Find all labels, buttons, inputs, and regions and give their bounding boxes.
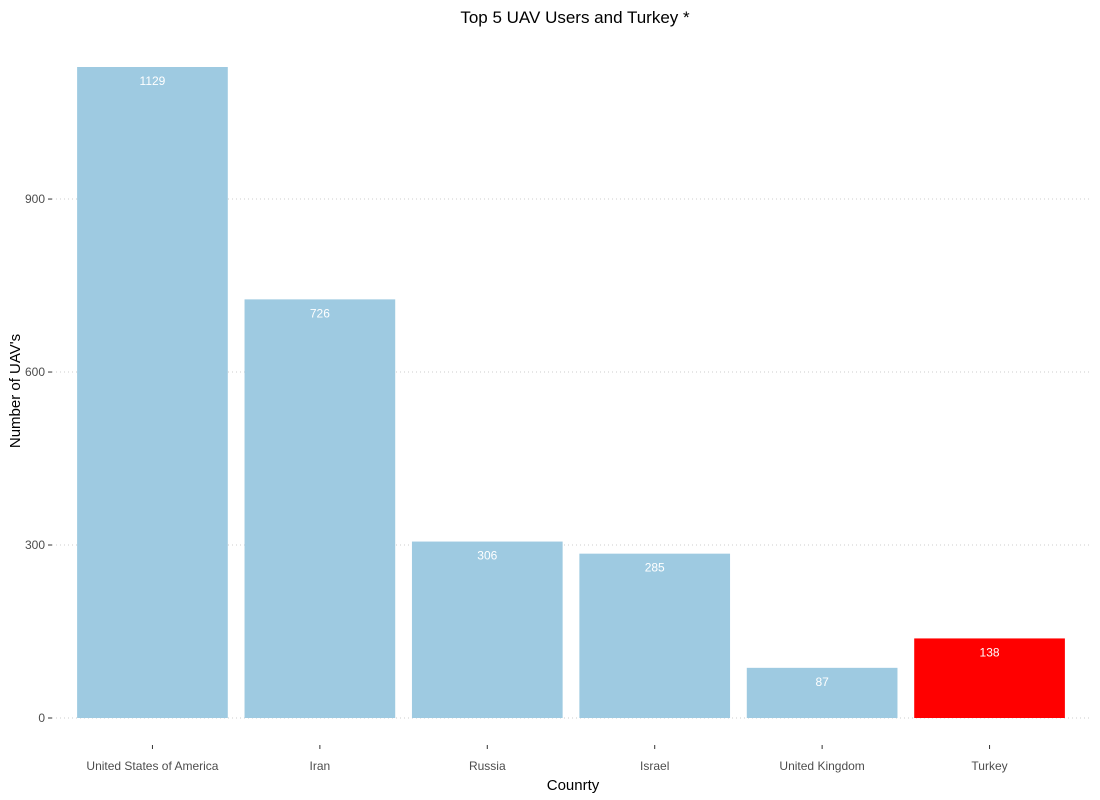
- bar: [77, 67, 228, 718]
- x-tick-label: United States of America: [86, 759, 218, 773]
- bar: [746, 667, 898, 718]
- x-axis: United States of America Iran Russia Israel…: [86, 745, 1008, 773]
- x-tick-label: Russia: [469, 759, 506, 773]
- bars: [77, 67, 1065, 718]
- bar-value-label: 285: [645, 561, 665, 575]
- y-axis: 0 300 600 900: [25, 192, 52, 725]
- bar: [411, 541, 563, 718]
- bar-value-label: 1129: [140, 74, 166, 88]
- bar: [579, 553, 731, 718]
- x-tick-label: Turkey: [971, 759, 1007, 773]
- y-tick-label: 900: [25, 192, 45, 206]
- x-tick-label: Israel: [640, 759, 669, 773]
- y-tick-label: 600: [25, 365, 45, 379]
- x-tick-label: United Kingdom: [779, 759, 864, 773]
- y-tick-label: 300: [25, 538, 45, 552]
- y-tick-label: 0: [38, 711, 45, 725]
- bar: [914, 638, 1065, 718]
- x-axis-title: Counrty: [547, 777, 600, 794]
- bar-value-label: 138: [980, 645, 1000, 659]
- bar-value-labels: 1129 726 306 285 87 138: [140, 74, 1000, 689]
- bar: [244, 299, 396, 718]
- y-axis-title: Number of UAV's: [7, 334, 24, 448]
- chart-title: Top 5 UAV Users and Turkey *: [460, 8, 690, 27]
- bar-value-label: 726: [310, 306, 330, 320]
- bar-value-label: 87: [815, 675, 829, 689]
- x-tick-label: Iran: [310, 759, 331, 773]
- bar-value-label: 306: [477, 549, 497, 563]
